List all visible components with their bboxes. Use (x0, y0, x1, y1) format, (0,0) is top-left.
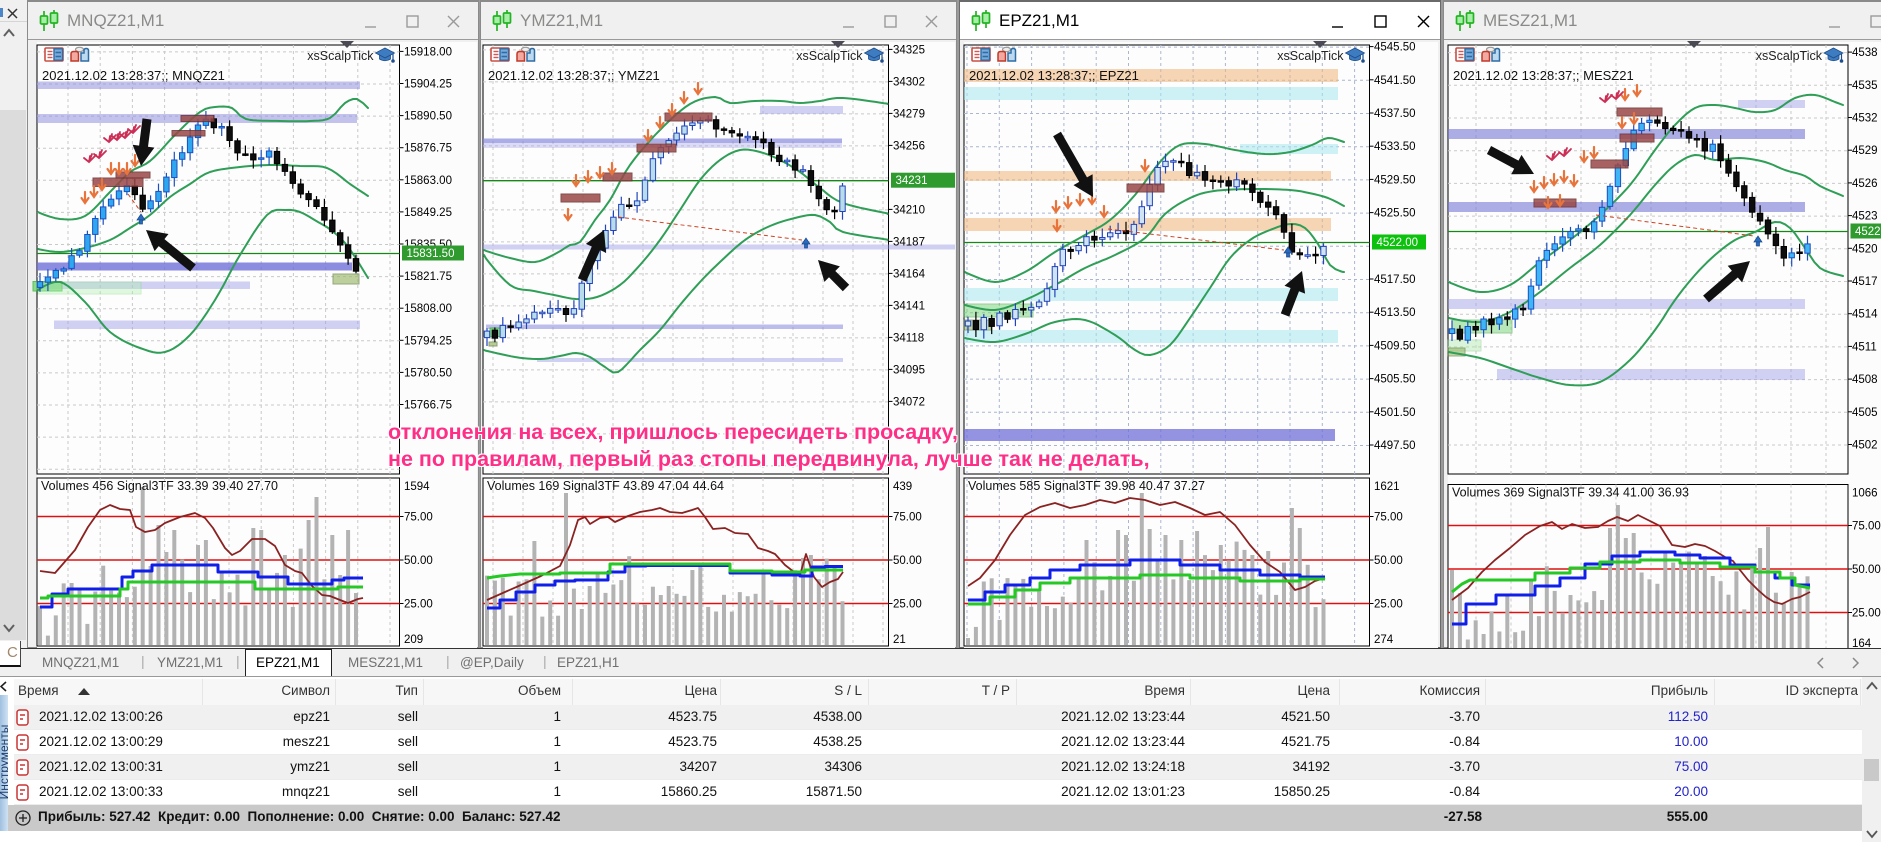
svg-text:2021.12.02 13:28:37;; MESZ21: 2021.12.02 13:28:37;; MESZ21 (1453, 68, 1634, 83)
svg-text:xsScalpTick: xsScalpTick (1756, 49, 1823, 63)
svg-text:15863.00: 15863.00 (404, 175, 452, 187)
svg-text:34302: 34302 (893, 76, 925, 88)
svg-text:4517: 4517 (1852, 276, 1878, 288)
svg-text:4526: 4526 (1852, 178, 1878, 190)
svg-text:34141: 34141 (893, 300, 925, 312)
svg-text:50.00: 50.00 (893, 555, 922, 567)
svg-text:Volumes 169 Signal3TF 43.89 47: Volumes 169 Signal3TF 43.89 47.04 44.64 (487, 479, 724, 493)
svg-text:4541.50: 4541.50 (1374, 75, 1416, 87)
svg-text:34164: 34164 (893, 268, 926, 280)
svg-text:34095: 34095 (893, 364, 925, 376)
svg-text:34072: 34072 (893, 396, 925, 408)
svg-text:34279: 34279 (893, 108, 925, 120)
svg-text:15876.75: 15876.75 (404, 143, 452, 155)
svg-text:Volumes 456 Signal3TF 33.39 39: Volumes 456 Signal3TF 33.39 39.40 27.70 (41, 479, 278, 493)
svg-text:1594: 1594 (404, 481, 430, 493)
svg-text:4533.50: 4533.50 (1374, 141, 1416, 153)
svg-text:4523: 4523 (1852, 211, 1878, 223)
svg-text:25.00: 25.00 (893, 599, 922, 611)
svg-text:4522: 4522 (1855, 226, 1881, 238)
svg-text:164: 164 (1852, 638, 1872, 648)
svg-text:2021.12.02 13:28:37;; YMZ21: 2021.12.02 13:28:37;; YMZ21 (488, 68, 660, 83)
svg-text:2021.12.02 13:28:37;; MNQZ21: 2021.12.02 13:28:37;; MNQZ21 (42, 68, 225, 83)
svg-text:15780.50: 15780.50 (404, 367, 452, 379)
svg-text:4513.50: 4513.50 (1374, 307, 1416, 319)
svg-text:4508: 4508 (1852, 374, 1878, 386)
svg-text:4525.50: 4525.50 (1374, 208, 1416, 220)
svg-text:34256: 34256 (893, 140, 925, 152)
svg-text:15890.50: 15890.50 (404, 111, 452, 123)
svg-text:75.00: 75.00 (1852, 521, 1881, 533)
svg-text:75.00: 75.00 (1374, 512, 1403, 524)
svg-text:4501.50: 4501.50 (1374, 407, 1416, 419)
svg-text:34325: 34325 (893, 44, 925, 56)
svg-text:4522.00: 4522.00 (1377, 237, 1419, 249)
svg-text:4537.50: 4537.50 (1374, 108, 1416, 120)
svg-text:15766.75: 15766.75 (404, 400, 452, 412)
svg-text:xsScalpTick: xsScalpTick (1277, 49, 1344, 63)
svg-text:4514: 4514 (1852, 309, 1878, 321)
svg-text:15831.50: 15831.50 (407, 248, 455, 260)
svg-text:15904.25: 15904.25 (404, 79, 452, 91)
svg-text:4502: 4502 (1852, 440, 1878, 452)
svg-text:4497.50: 4497.50 (1374, 440, 1416, 452)
svg-text:4517.50: 4517.50 (1374, 274, 1416, 286)
svg-text:Volumes 369 Signal3TF 39.34 41: Volumes 369 Signal3TF 39.34 41.00 36.93 (1452, 486, 1689, 500)
svg-text:34231: 34231 (896, 175, 928, 187)
svg-text:4532: 4532 (1852, 113, 1878, 125)
svg-text:4520: 4520 (1852, 243, 1878, 255)
svg-text:50.00: 50.00 (404, 555, 433, 567)
svg-text:209: 209 (404, 634, 423, 646)
svg-text:75.00: 75.00 (893, 512, 922, 524)
svg-text:439: 439 (893, 481, 912, 493)
svg-text:4509.50: 4509.50 (1374, 340, 1416, 352)
svg-text:15918.00: 15918.00 (404, 46, 452, 58)
svg-text:21: 21 (893, 634, 906, 646)
svg-text:4505: 4505 (1852, 407, 1878, 419)
svg-text:Volumes 585 Signal3TF 39.98 40: Volumes 585 Signal3TF 39.98 40.47 37.27 (968, 479, 1205, 493)
svg-text:34210: 34210 (893, 204, 925, 216)
svg-text:34187: 34187 (893, 236, 925, 248)
svg-text:xsScalpTick: xsScalpTick (796, 49, 863, 63)
svg-text:15794.25: 15794.25 (404, 335, 452, 347)
svg-text:15849.25: 15849.25 (404, 207, 452, 219)
svg-text:50.00: 50.00 (1374, 555, 1403, 567)
svg-text:15821.75: 15821.75 (404, 271, 452, 283)
svg-text:274: 274 (1374, 634, 1394, 646)
svg-text:4505.50: 4505.50 (1374, 374, 1416, 386)
svg-text:4535: 4535 (1852, 80, 1878, 92)
svg-text:34118: 34118 (893, 332, 924, 344)
svg-text:xsScalpTick: xsScalpTick (307, 49, 374, 63)
svg-text:4545.50: 4545.50 (1374, 42, 1416, 54)
svg-text:75.00: 75.00 (404, 512, 433, 524)
svg-text:25.00: 25.00 (1852, 608, 1881, 620)
svg-text:4511: 4511 (1852, 341, 1877, 353)
svg-text:2021.12.02 13:28:37;; EPZ21: 2021.12.02 13:28:37;; EPZ21 (969, 68, 1139, 83)
svg-text:4529.50: 4529.50 (1374, 174, 1416, 186)
svg-text:25.00: 25.00 (1374, 599, 1403, 611)
svg-text:4538: 4538 (1852, 47, 1878, 59)
svg-text:1621: 1621 (1374, 481, 1400, 493)
svg-text:50.00: 50.00 (1852, 564, 1881, 576)
svg-text:15808.00: 15808.00 (404, 303, 452, 315)
svg-text:4529: 4529 (1852, 145, 1878, 157)
svg-text:25.00: 25.00 (404, 599, 433, 611)
svg-text:1066: 1066 (1852, 488, 1878, 500)
